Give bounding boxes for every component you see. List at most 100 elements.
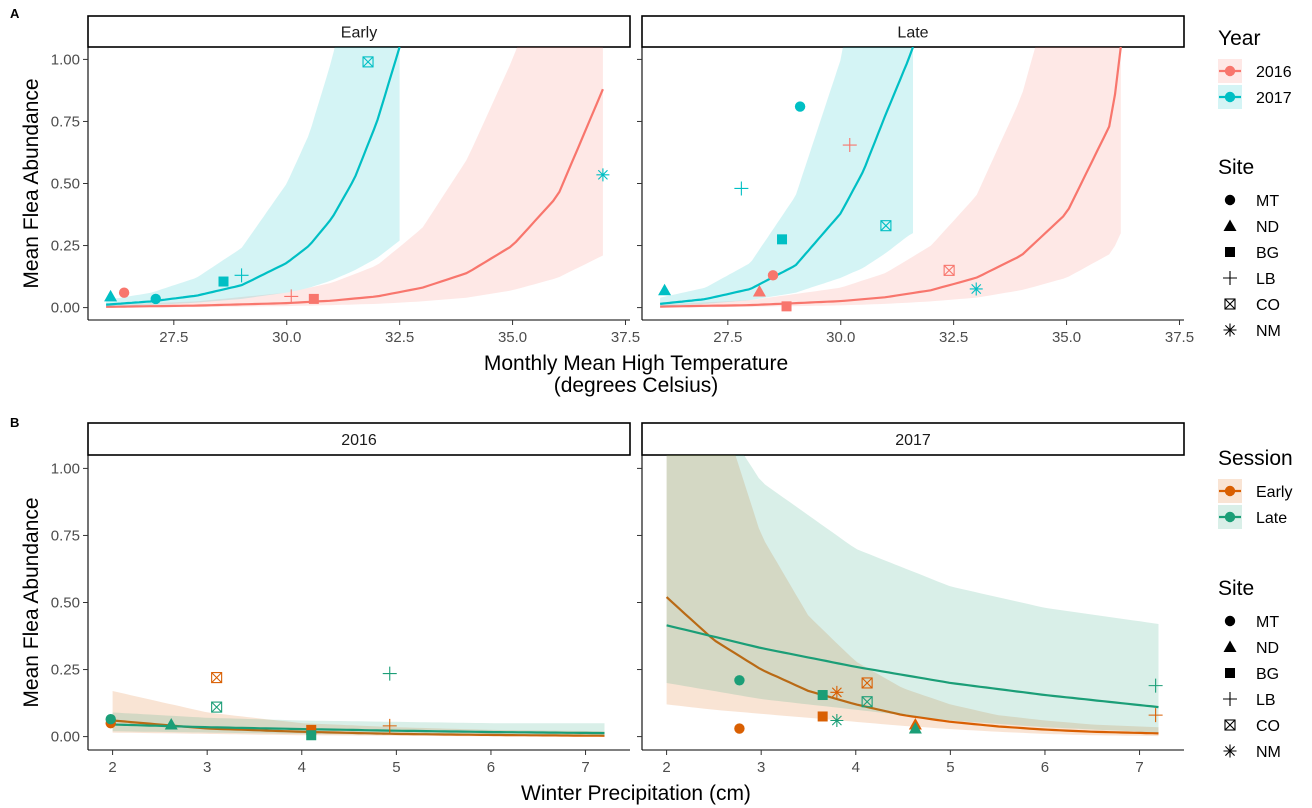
chart-a-shape-legend-co-label: CO xyxy=(1256,297,1280,314)
chart-b-shape-legend-nd-key-glyph xyxy=(1223,640,1237,652)
chart-b-facet-2016-point-late-nd xyxy=(164,718,178,730)
chart-b-x-axis-title: Winter Precipitation (cm) xyxy=(521,782,751,805)
chart-b-facet-2016-point-late-co-glyph xyxy=(211,701,223,713)
chart-b-shape-legend-co-key-glyph xyxy=(1224,719,1236,731)
chart-b-facet-2017-point-early-nm-glyph xyxy=(830,685,844,699)
chart-b-facet-2017-strip-label: 2017 xyxy=(895,432,931,449)
chart-b-shape-legend-nd-key xyxy=(1223,640,1237,652)
chart-a-facet-late-x-tick-label: 37.5 xyxy=(1165,329,1194,346)
chart-b-shape-legend-nm-key-glyph xyxy=(1223,744,1237,758)
chart-b-facet-2016-point-early-lb xyxy=(382,718,397,733)
chart-a-facet-late-point-2017-bg xyxy=(777,234,788,245)
chart-a-facet-late-2016-ci-ribbon xyxy=(660,47,1121,308)
chart-a-color-legend-2016-key-point xyxy=(1224,65,1236,77)
chart-a-shape-legend-nd-key-glyph xyxy=(1223,219,1237,231)
chart-a-shape-legend-bg-label: BG xyxy=(1256,245,1279,262)
chart-b-shape-legend-lb-key-glyph xyxy=(1223,692,1237,706)
chart-b-facet-2016-point-early-bg xyxy=(306,724,317,735)
chart-b-facet-2016-point-late-co-glyph-x xyxy=(211,701,223,713)
chart-a-facet-early-point-2017-nd xyxy=(104,289,118,302)
chart-b-facet-2017-x-tick-label: 7 xyxy=(1135,759,1143,776)
chart-a-facet-late-point-2017-lb xyxy=(734,181,749,196)
chart-b-facet-2016-point-early-co-glyph xyxy=(211,672,223,684)
chart-b-facet-2016-late-fit-line xyxy=(112,723,605,735)
chart-a-facet-early-point-2016-lb xyxy=(284,289,299,304)
chart-a-facet-late-2017-ci-ribbon xyxy=(660,47,913,307)
chart-b-facet-2017-early-ci-ribbon xyxy=(666,455,1159,737)
chart-a-facet-early-y-tick-label: 1.00 xyxy=(51,51,80,68)
chart-b-color-legend-early-key-point xyxy=(1224,485,1236,497)
chart-a-facet-late-strip-label: Late xyxy=(897,25,928,42)
chart-a-facet-late-point-2017-bg-glyph xyxy=(777,234,788,245)
chart-a-shape-legend-co-key xyxy=(1224,298,1236,310)
chart-a-shape-legend-co-key-glyph-x xyxy=(1224,298,1236,310)
chart-b-facet-2017-early-fit-line xyxy=(665,596,1159,735)
chart-a-facet-early-strip-label: Early xyxy=(341,25,377,42)
chart-b-facet-2016-point-late-bg-glyph xyxy=(306,730,317,741)
chart-a-facet-late-point-2017-nd-glyph xyxy=(658,283,672,296)
chart-b-color-legend-late-label: Late xyxy=(1256,510,1287,527)
chart-a-facet-early-point-2016-lb-glyph xyxy=(284,289,299,304)
chart-a-facet-late-point-2017-mt xyxy=(794,101,806,112)
chart-a-facet-late-x-tick-label: 32.5 xyxy=(939,329,968,346)
chart-b-color-legend-early-label: Early xyxy=(1256,484,1292,501)
chart-a-facet-early-x-tick-label: 30.0 xyxy=(272,329,301,346)
chart-b-facet-2016-strip xyxy=(87,422,631,456)
chart-b-shape-legend-co-key-glyph-x xyxy=(1224,719,1236,731)
chart-a-color-legend-2017-label: 2017 xyxy=(1256,90,1292,107)
chart-b-facet-2017-point-early-nm xyxy=(830,685,844,699)
chart-b-facet-2016-strip-label: 2016 xyxy=(341,432,377,449)
chart-a-shape-legend-lb-key-glyph xyxy=(1223,271,1237,285)
chart-b-facet-2017-point-late-nm xyxy=(830,714,844,727)
chart-b-shape-legend-co-label: CO xyxy=(1256,718,1280,735)
chart-a-facet-early-y-tick-label: 0.25 xyxy=(51,238,80,255)
chart-b-facet-2017-point-late-nd-glyph xyxy=(908,722,922,734)
chart-b-facet-2017-point-early-co-glyph-x xyxy=(861,677,873,689)
chart-a-facet-late-point-2017-nm-glyph xyxy=(969,282,983,296)
chart-a-facet-early-point-2016-bg xyxy=(308,293,319,304)
chart-b-facet-2017-x-tick-label: 2 xyxy=(662,759,670,776)
chart-b-facet-2017-late-ci-ribbon xyxy=(666,455,1159,733)
chart-b-shape-legend-bg-key xyxy=(1225,668,1235,678)
chart-a-facet-early-point-2017-co-glyph-x xyxy=(362,56,374,68)
chart-b-facet-2017-strip xyxy=(641,422,1185,456)
chart-b-shape-legend-nm-label: NM xyxy=(1256,744,1281,761)
chart-b-facet-2017-point-late-co-glyph-x xyxy=(861,696,873,708)
chart-b-facet-2017-point-late-mt xyxy=(734,675,745,686)
chart-a-facet-late-point-2017-co xyxy=(880,220,892,232)
chart-a-facet-early-point-2016-bg-glyph xyxy=(308,293,319,304)
chart-a-shape-legend-mt-label: MT xyxy=(1256,193,1279,210)
chart-b-facet-2016-x-tick-label: 5 xyxy=(392,759,400,776)
chart-a-shape-legend-lb-label: LB xyxy=(1256,271,1276,288)
chart-b-shape-legend-co-key xyxy=(1224,719,1236,731)
chart-a-facet-early-point-2017-nm-glyph xyxy=(596,168,610,182)
chart-a-facet-early-x-tick-label: 37.5 xyxy=(611,329,640,346)
chart-b-facet-2016-y-tick-label: 0.25 xyxy=(51,662,80,679)
chart-a-facet-late-point-2016-bg xyxy=(781,301,792,312)
chart-b-facet-2016-early-ci-ribbon xyxy=(112,691,605,737)
panel-b-tag: B xyxy=(10,415,19,430)
chart-b-facet-2017-point-late-co-glyph xyxy=(861,696,873,708)
chart-b-facet-2017-late-fit-line xyxy=(666,624,1159,709)
chart-a-facet-late-point-2017-nd xyxy=(658,283,672,296)
chart-b-shape-legend-mt-key-glyph xyxy=(1224,615,1236,627)
chart-b-facet-2017-point-early-co-glyph xyxy=(861,677,873,689)
chart-b-shape-legend-mt-label: MT xyxy=(1256,614,1279,631)
chart-a-facet-late-point-2016-co-glyph xyxy=(943,264,955,276)
chart-a-shape-legend-co-key-glyph xyxy=(1224,298,1236,310)
chart-a-facet-early-strip xyxy=(87,15,631,48)
chart-b-shape-legend-bg-key-glyph xyxy=(1225,668,1235,678)
chart-b-facet-2016-point-early-lb-glyph xyxy=(382,718,397,733)
chart-b-facet-2016-point-early-bg-glyph xyxy=(306,724,317,735)
chart-b-facet-2017-point-early-mt-glyph xyxy=(734,723,745,734)
chart-a-facet-late-plot-area xyxy=(658,47,1122,312)
chart-a-facet-late-2017-fit-line xyxy=(659,47,915,305)
chart-a-shape-legend-nm-key xyxy=(1223,323,1237,337)
chart-a-shape-legend-nm-label: NM xyxy=(1256,323,1281,340)
chart-a-facet-early-2017-ci-ribbon xyxy=(106,47,400,307)
chart-a-facet-late-point-2016-nd xyxy=(752,284,766,297)
chart-b-facet-2016-plot-area xyxy=(105,666,605,741)
chart-b-facet-2016-late-ci-ribbon xyxy=(112,712,605,737)
chart-b-facet-2017-point-early-lb-glyph xyxy=(1148,708,1163,723)
